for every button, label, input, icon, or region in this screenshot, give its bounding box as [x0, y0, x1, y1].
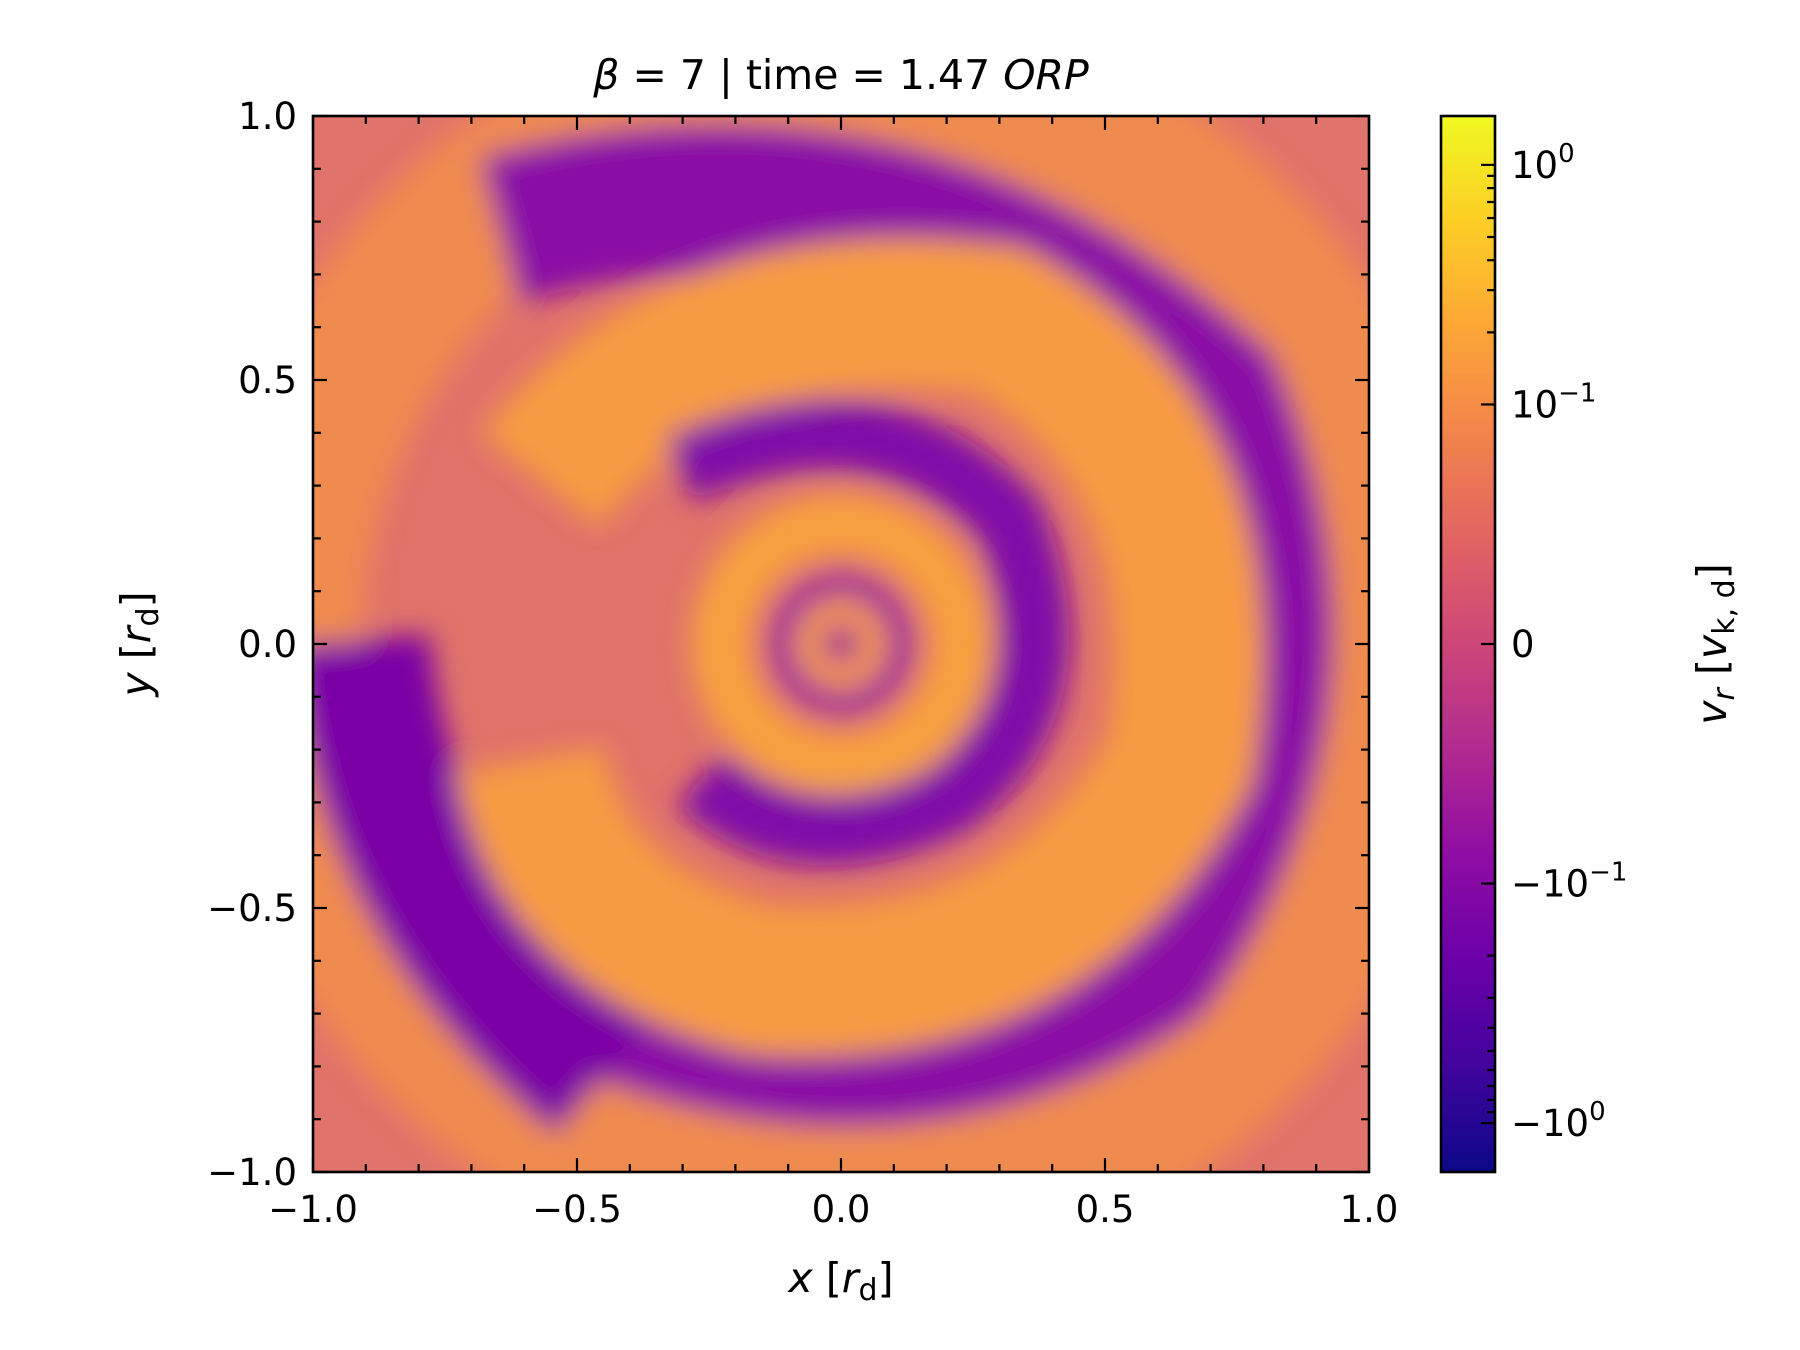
colorbar: 100 10−1 0 −10−1 −100 vr [vk, d] [1439, 114, 1742, 1174]
y-tick-label: 1.0 [238, 95, 297, 138]
x-tick-label: 0.5 [1076, 1188, 1135, 1231]
colorbar-tick-label: −10−1 [1511, 858, 1627, 906]
x-tick-label: 1.0 [1340, 1188, 1399, 1231]
x-axis-label: x [rd] [786, 1254, 893, 1308]
colorbar-tick-label: 0 [1511, 623, 1535, 666]
x-tick-label: −1.0 [268, 1188, 358, 1231]
outer-purple-arm-2 [313, 633, 645, 1135]
colorbar-tick-label: 100 [1511, 139, 1575, 187]
y-tick-label: −0.5 [207, 887, 297, 930]
x-tick-label: −0.5 [532, 1188, 622, 1231]
y-axis-label: y [rd] [112, 591, 166, 698]
colorbar-ticks: 100 10−1 0 −10−1 −100 [1481, 139, 1627, 1145]
y-tick-label: 0.5 [238, 359, 297, 402]
heatmap-field [313, 116, 1369, 1172]
colorbar-label: vr [vk, d] [1688, 563, 1742, 724]
inner-purple-arm [665, 399, 1070, 866]
chart-title: β = 7 | time = 1.47 ORP [592, 51, 1089, 99]
y-tick-label: −1.0 [207, 1151, 297, 1194]
y-tick-label: 0.0 [238, 623, 297, 666]
mid-orange-arm [456, 238, 1264, 1057]
x-ticks: −1.0 −0.5 0.0 0.5 1.0 [268, 116, 1398, 1231]
y-ticks: −1.0 −0.5 0.0 0.5 1.0 [207, 95, 1369, 1194]
x-tick-label: 0.0 [812, 1188, 871, 1231]
colorbar-tick-label: −100 [1511, 1097, 1606, 1145]
colorbar-tick-label: 10−1 [1511, 378, 1596, 426]
